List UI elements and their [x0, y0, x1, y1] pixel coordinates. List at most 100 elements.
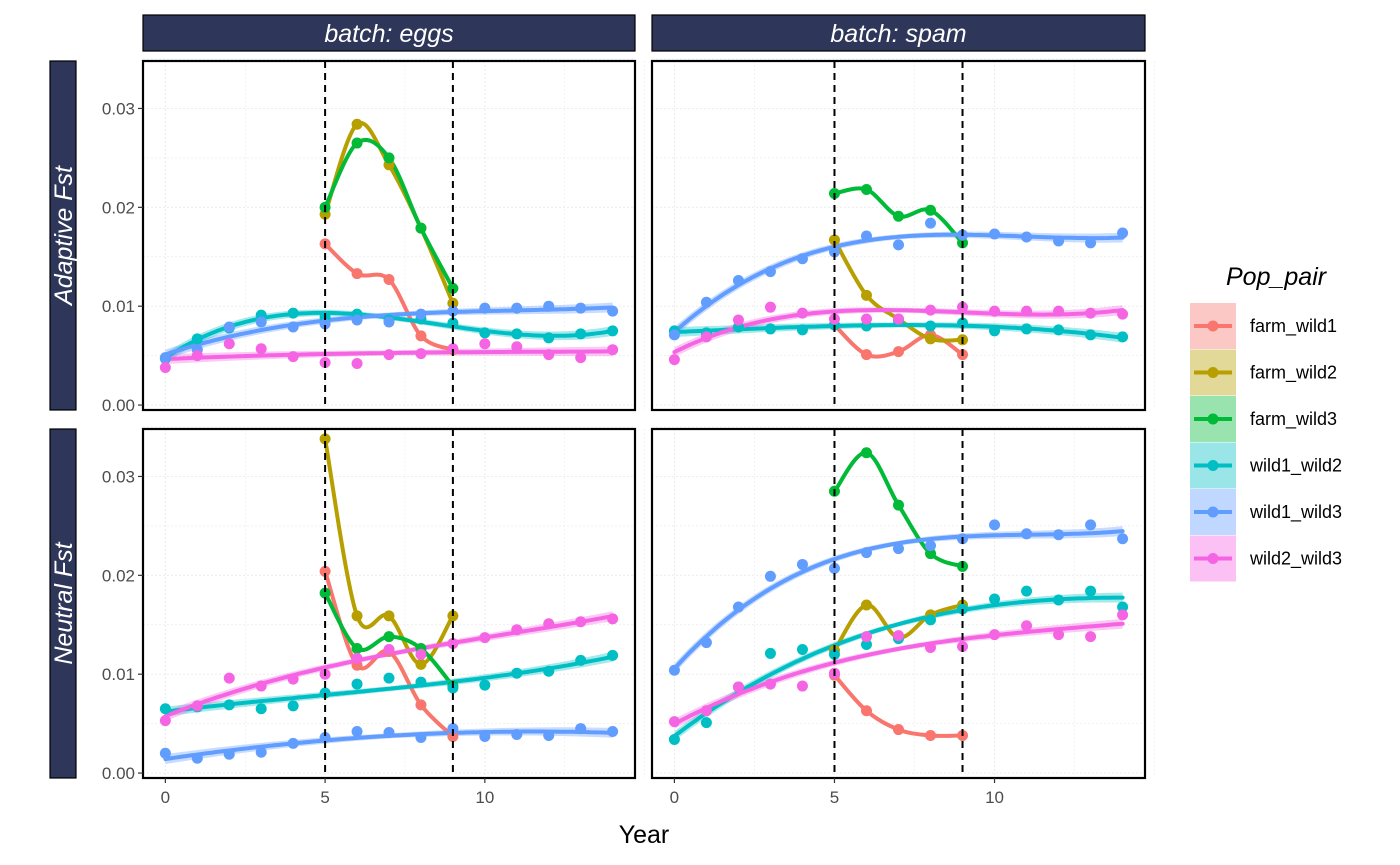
- data-point: [543, 332, 555, 344]
- panel-border: [141, 59, 637, 412]
- facet-panel: [650, 426, 1155, 780]
- panel-border: [650, 427, 1147, 780]
- data-point: [351, 137, 363, 149]
- data-point: [1053, 594, 1065, 606]
- data-point: [764, 678, 776, 690]
- data-point: [893, 499, 904, 511]
- legend-key-point: [1207, 553, 1219, 564]
- data-point: [989, 325, 1001, 337]
- data-point: [796, 307, 808, 319]
- data-point: [287, 351, 299, 363]
- data-point: [1085, 631, 1097, 643]
- x-tick-label: 10: [475, 788, 494, 807]
- data-point: [351, 118, 363, 130]
- data-point: [700, 717, 712, 729]
- data-point: [989, 593, 1001, 605]
- data-point: [607, 305, 619, 317]
- data-point: [796, 680, 808, 692]
- facet-panel: [141, 426, 645, 780]
- legend-item: wild1_wild2: [1190, 442, 1342, 489]
- data-point: [893, 724, 904, 736]
- data-point: [1117, 331, 1129, 343]
- data-point: [893, 313, 904, 325]
- data-point: [1117, 601, 1129, 613]
- data-point: [860, 447, 872, 459]
- data-point: [957, 317, 969, 329]
- smooth-ribbon: [165, 611, 613, 722]
- data-point: [860, 289, 872, 301]
- data-point: [860, 705, 872, 717]
- data-point: [351, 610, 363, 622]
- data-point: [191, 350, 203, 362]
- data-point: [1085, 237, 1097, 249]
- y-tick-label: 0.00: [102, 764, 135, 783]
- data-point: [925, 304, 937, 316]
- data-point: [607, 649, 619, 661]
- data-point: [223, 338, 235, 350]
- data-point: [479, 302, 491, 314]
- data-point: [1021, 323, 1033, 335]
- data-point: [575, 654, 587, 666]
- data-point: [415, 330, 427, 342]
- data-point: [764, 301, 776, 313]
- data-point: [447, 682, 459, 694]
- column-strip: [651, 14, 1146, 52]
- legend-key-point: [1207, 460, 1219, 471]
- x-axis-title: Year: [619, 821, 670, 849]
- data-point: [1117, 609, 1129, 621]
- strips-layer: batch: eggs batch: spam Adaptive Fst Neutra…: [49, 14, 1146, 779]
- row-strip-label: Neutral Fst: [50, 541, 78, 664]
- data-point: [511, 341, 523, 353]
- data-point: [159, 715, 171, 727]
- data-point: [860, 631, 872, 643]
- data-point: [989, 305, 1001, 317]
- data-point: [860, 184, 872, 196]
- data-point: [796, 643, 808, 655]
- facet-panel: [141, 58, 645, 412]
- data-point: [1117, 533, 1129, 545]
- legend-title: Pop_pair: [1226, 263, 1328, 291]
- data-point: [415, 731, 427, 743]
- panel-data: [159, 433, 619, 765]
- series-line: [672, 308, 1125, 355]
- data-point: [319, 318, 331, 330]
- data-point: [1117, 227, 1129, 239]
- data-point: [415, 676, 427, 688]
- data-point: [479, 327, 491, 339]
- axes-layer: 0.00 0.01 0.02 0.03 0.00 0.01 0.02 0.03 0 5 10 0 5 10: [102, 99, 1004, 807]
- data-point: [764, 266, 776, 278]
- series-line: [672, 621, 1125, 726]
- data-point: [732, 681, 744, 693]
- legend-item: farm_wild1: [1190, 303, 1337, 349]
- legend-label: farm_wild3: [1250, 409, 1337, 430]
- data-point: [1021, 305, 1033, 317]
- data-point: [796, 253, 808, 265]
- data-point: [925, 729, 937, 741]
- data-point: [989, 629, 1001, 641]
- data-point: [351, 268, 363, 280]
- data-point: [447, 282, 459, 294]
- data-point: [860, 599, 872, 611]
- data-point: [255, 703, 267, 715]
- x-tick-label: 10: [985, 788, 1004, 807]
- data-point: [828, 648, 840, 660]
- legend-label: wild1_wild2: [1249, 456, 1342, 477]
- row-strip: [49, 428, 77, 779]
- data-point: [893, 346, 904, 358]
- data-point: [828, 234, 840, 246]
- legend-label: wild1_wild3: [1249, 502, 1342, 523]
- data-point: [319, 731, 331, 743]
- data-point: [1053, 235, 1065, 247]
- data-point: [223, 321, 235, 333]
- data-point: [511, 328, 523, 340]
- data-point: [415, 648, 427, 660]
- data-point: [287, 673, 299, 685]
- data-point: [383, 643, 395, 655]
- panel-data: [159, 118, 619, 373]
- data-point: [479, 632, 491, 644]
- series-line: [672, 232, 1125, 334]
- data-point: [255, 680, 267, 692]
- data-point: [351, 652, 363, 664]
- data-point: [732, 601, 744, 613]
- data-point: [668, 733, 680, 745]
